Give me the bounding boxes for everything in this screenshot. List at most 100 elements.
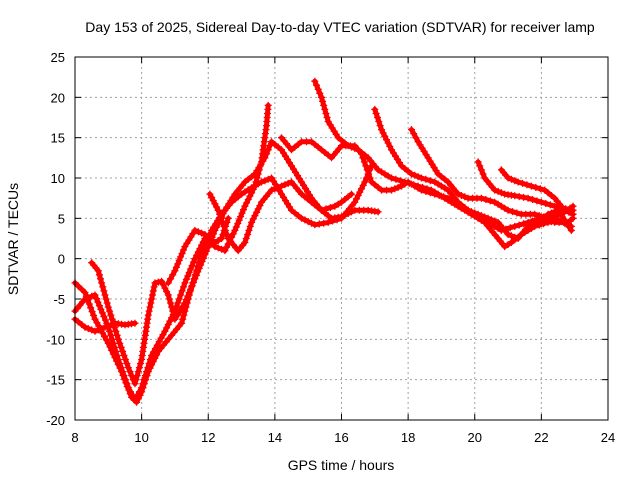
data-point (304, 218, 312, 226)
data-point (180, 246, 187, 254)
data-point (131, 319, 139, 327)
data-point (248, 189, 256, 197)
data-point (177, 291, 185, 299)
data-point (252, 178, 260, 186)
data-point (134, 368, 142, 376)
data-point (532, 183, 540, 191)
data-point (98, 279, 106, 287)
data-point (185, 269, 193, 276)
data-point (121, 376, 129, 384)
data-point (411, 171, 419, 179)
series-track-6 (206, 178, 355, 255)
data-point (261, 177, 269, 185)
y-tick-label: 15 (51, 131, 65, 146)
data-point (199, 238, 207, 246)
data-point (344, 142, 352, 150)
y-tick-label: 25 (51, 50, 65, 65)
data-point (321, 105, 329, 113)
data-point (348, 143, 355, 151)
data-point (200, 254, 207, 262)
data-point (314, 85, 322, 93)
data-point (504, 174, 512, 182)
data-point (405, 179, 413, 187)
data-point (191, 226, 199, 234)
data-point (91, 327, 99, 335)
data-point (135, 388, 143, 396)
data-point (101, 316, 109, 324)
data-point (253, 208, 261, 216)
data-point (144, 311, 152, 319)
data-point (392, 175, 400, 183)
data-point (149, 287, 157, 295)
data-point (133, 372, 141, 380)
data-point (213, 223, 221, 231)
data-point (106, 307, 114, 315)
x-tick-label: 20 (468, 430, 482, 445)
data-point (417, 174, 425, 182)
data-point (544, 214, 552, 222)
data-point (363, 166, 371, 174)
data-point (322, 205, 330, 213)
data-point (524, 194, 532, 202)
data-point (378, 126, 385, 134)
data-point (112, 327, 120, 335)
data-point (396, 177, 404, 185)
data-point (165, 295, 173, 303)
data-point (482, 196, 490, 203)
data-point (278, 182, 285, 190)
y-axis-label: SDTVAR / TECUs (5, 183, 21, 295)
data-point (154, 278, 162, 286)
data-point (164, 291, 172, 299)
data-point (169, 271, 177, 279)
data-point (220, 222, 228, 230)
data-point (184, 292, 192, 300)
data-point (127, 388, 134, 396)
data-point (391, 185, 399, 193)
data-point (151, 279, 159, 287)
data-point (474, 158, 482, 166)
data-point (218, 245, 226, 253)
data-point (536, 185, 544, 193)
data-point (101, 291, 109, 299)
data-point (476, 162, 484, 170)
data-point (145, 307, 153, 315)
data-point (116, 360, 124, 367)
data-point (477, 212, 485, 220)
x-tick-labels: 8 10 12 14 16 18 20 22 24 (71, 430, 615, 445)
data-point (235, 216, 243, 224)
data-point (113, 352, 121, 359)
data-point (137, 360, 144, 367)
data-point (112, 347, 120, 355)
data-point (214, 206, 222, 214)
data-point (241, 239, 249, 246)
data-point (175, 256, 183, 264)
data-point (119, 347, 127, 355)
data-point (93, 295, 100, 303)
data-point (85, 300, 93, 308)
data-point (251, 182, 259, 190)
data-point (232, 223, 240, 231)
data-point (515, 221, 523, 229)
data-point (172, 263, 180, 271)
data-point (338, 213, 345, 221)
data-point (524, 222, 532, 230)
x-tick-label: 10 (134, 430, 148, 445)
data-point (224, 214, 232, 222)
data-point (523, 181, 531, 189)
data-point (412, 134, 420, 142)
data-point (108, 335, 116, 343)
data-point (140, 376, 148, 384)
data-point (529, 196, 536, 203)
data-point (218, 235, 226, 242)
data-point (569, 210, 577, 218)
data-point (100, 287, 108, 295)
x-tick-label: 16 (334, 430, 348, 445)
data-point (408, 170, 415, 178)
data-point (322, 110, 330, 117)
data-point (104, 303, 112, 311)
data-point (146, 356, 154, 363)
data-point (513, 209, 521, 217)
data-point (361, 178, 369, 186)
data-point (178, 287, 186, 295)
data-point (567, 226, 575, 234)
